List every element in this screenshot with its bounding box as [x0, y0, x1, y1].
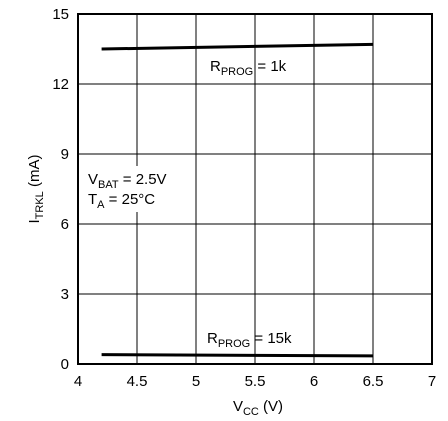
x-tick-label: 4.5 — [127, 373, 148, 390]
series-label-15k: RPROG = 15k — [207, 330, 292, 350]
y-tick-label: 6 — [61, 216, 69, 233]
y-tick-label: 12 — [52, 76, 69, 93]
conditions-box: VBAT = 2.5V TA = 25°C — [84, 166, 186, 212]
x-tick-label: 5.5 — [245, 373, 266, 390]
x-axis-label: VCC (V) — [233, 398, 283, 418]
y-tick-label: 15 — [52, 6, 69, 23]
y-tick-label: 3 — [61, 286, 69, 303]
series-group — [101, 42, 374, 358]
plot-frame — [77, 13, 433, 365]
grid — [78, 14, 432, 364]
y-tick-label: 0 — [61, 356, 69, 373]
series-line-0 — [101, 42, 374, 51]
x-tick-label: 7 — [428, 373, 436, 390]
series-label-1k: RPROG = 1k — [210, 58, 287, 78]
series-line-1 — [101, 353, 374, 358]
tick-labels: 4 4.5 5 5.5 6 6.5 7 0 3 6 9 12 15 — [52, 6, 436, 390]
y-tick-label: 9 — [61, 146, 69, 163]
x-tick-label: 5 — [192, 373, 200, 390]
annotation-vbat: VBAT = 2.5V — [88, 171, 167, 191]
x-tick-label: 4 — [74, 373, 82, 390]
x-tick-label: 6 — [310, 373, 318, 390]
x-tick-label: 6.5 — [363, 373, 384, 390]
y-axis-label: ITRKL (mA) — [26, 155, 46, 224]
annotation-ta: TA = 25°C — [88, 191, 155, 211]
